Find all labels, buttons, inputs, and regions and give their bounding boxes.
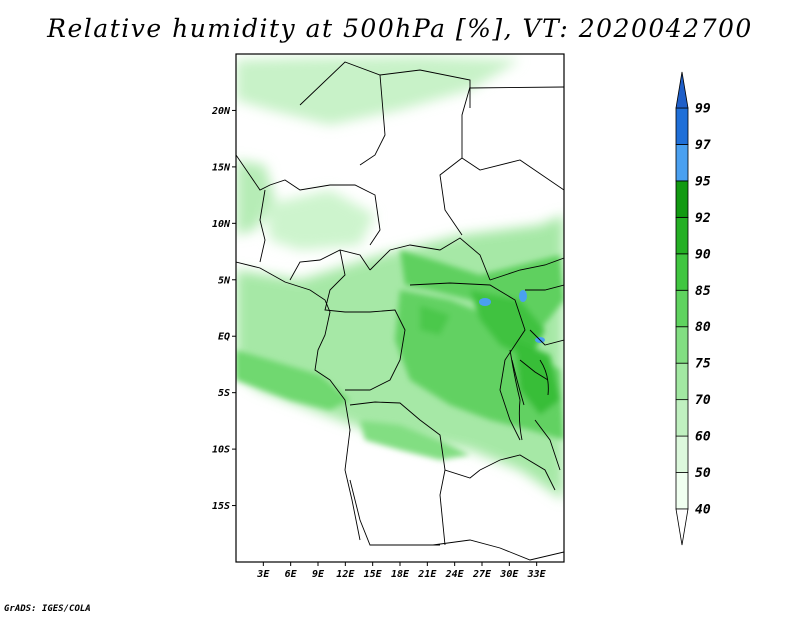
colorbar-segment: [675, 362, 689, 401]
lon-tick-label: 3E: [256, 569, 270, 580]
lat-tick-label: 5S: [218, 388, 230, 399]
latitude-axis: 20N 15N 10N 5N EQ 5S 10S 15S: [211, 106, 236, 512]
colorbar-segment: [675, 399, 689, 437]
lon-tick-label: 12E: [336, 569, 355, 580]
lon-tick-label: 15E: [364, 569, 383, 580]
lat-tick-label: 20N: [211, 106, 231, 117]
lat-tick-label: 10N: [212, 219, 231, 230]
colorbar-label: 97: [695, 138, 711, 153]
lon-tick-label: 9E: [312, 569, 325, 580]
lon-tick-label: 27E: [472, 569, 492, 580]
colorbar-segment: [675, 289, 689, 328]
lon-tick-label: 24E: [445, 569, 465, 580]
colorbar-label: 60: [695, 430, 711, 445]
humidity-spot: [479, 298, 491, 306]
colorbar-segment: [675, 144, 689, 182]
colorbar: 40 50 60 70 75 80 85 90 92 95 97 99: [675, 71, 711, 546]
colorbar-segment: [675, 253, 689, 291]
country-borders: [236, 61, 564, 561]
colorbar-label: 75: [695, 357, 711, 372]
lon-tick-label: 6E: [285, 569, 298, 580]
humidity-field: [236, 54, 564, 562]
lat-tick-label: 15N: [212, 162, 231, 173]
colorbar-below-triangle: [675, 508, 689, 546]
lon-tick-label: 30E: [499, 569, 519, 580]
colorbar-label: 70: [695, 393, 711, 408]
humidity-spot: [519, 290, 527, 302]
grads-credit: GrADS: IGES/COLA: [4, 604, 91, 614]
colorbar-label: 80: [695, 320, 711, 335]
colorbar-above-triangle: [675, 71, 689, 109]
humidity-shading-core: [236, 250, 564, 460]
colorbar-label: 50: [695, 466, 711, 481]
lat-tick-label: 5N: [218, 275, 231, 286]
lon-tick-label: 33E: [527, 569, 547, 580]
lat-tick-label: 15S: [212, 501, 230, 512]
longitude-axis: 3E 6E 9E 12E 15E 18E 21E 24E 27E 30E 33E: [256, 562, 547, 580]
colorbar-label: 85: [695, 284, 711, 299]
map-title: Relative humidity at 500hPa [%], VT: 202…: [47, 14, 753, 43]
colorbar-label: 40: [695, 503, 711, 518]
lat-tick-label: 10S: [212, 445, 230, 456]
colorbar-label: 92: [695, 211, 711, 226]
colorbar-label: 95: [695, 174, 711, 189]
colorbar-segment: [675, 472, 689, 510]
colorbar-segment: [675, 180, 689, 218]
colorbar-segment: [675, 216, 689, 255]
colorbar-segment: [675, 107, 689, 145]
lon-tick-label: 18E: [391, 569, 410, 580]
lon-tick-label: 21E: [417, 569, 437, 580]
colorbar-label: 90: [695, 247, 711, 262]
colorbar-segment: [675, 326, 689, 364]
lat-tick-label: EQ: [218, 332, 230, 343]
colorbar-segment: [675, 435, 689, 473]
colorbar-label: 99: [695, 102, 711, 117]
